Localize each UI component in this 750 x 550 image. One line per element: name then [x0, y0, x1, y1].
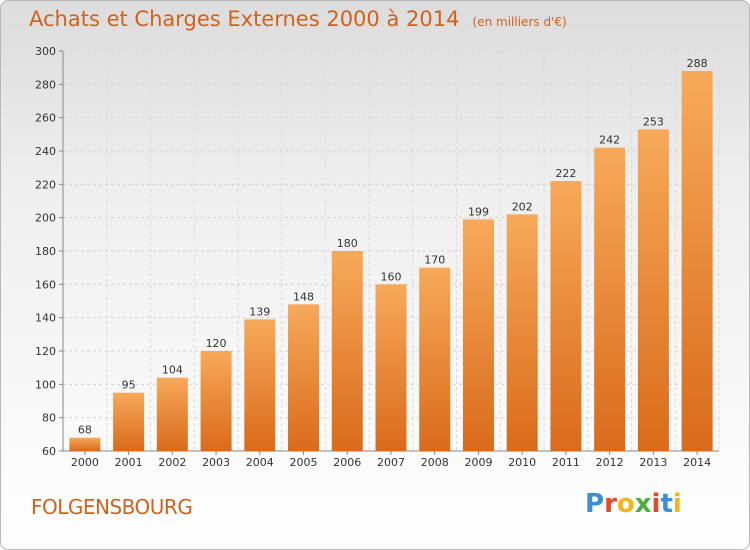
x-tick-label: 2014	[683, 456, 711, 469]
data-label: 95	[122, 379, 136, 392]
y-tick-label: 220	[35, 178, 56, 191]
y-tick-label: 240	[35, 145, 56, 158]
brand-letter: i	[672, 489, 682, 519]
data-label: 288	[687, 57, 708, 70]
x-tick-label: 2011	[552, 456, 580, 469]
bar	[681, 71, 713, 451]
y-tick-label: 160	[35, 278, 56, 291]
y-tick-label: 280	[35, 78, 56, 91]
bar	[594, 147, 626, 451]
data-label: 199	[468, 205, 489, 218]
data-label: 148	[293, 290, 314, 303]
y-tick-label: 120	[35, 345, 56, 358]
y-tick-label: 100	[35, 378, 56, 391]
x-tick-label: 2000	[71, 456, 99, 469]
bar	[375, 284, 407, 451]
data-label: 104	[162, 364, 183, 377]
data-label: 180	[337, 237, 358, 250]
bars	[69, 71, 713, 452]
x-tick-label: 2007	[377, 456, 405, 469]
y-tick-label: 300	[35, 45, 56, 58]
y-tick-label: 60	[42, 445, 56, 458]
bar	[156, 377, 188, 451]
bar	[637, 129, 669, 452]
data-label: 253	[643, 115, 664, 128]
x-tick-label: 2008	[421, 456, 449, 469]
bar	[113, 392, 145, 451]
y-tick-label: 140	[35, 312, 56, 325]
brand-letter: i	[651, 489, 661, 519]
brand-letter: t	[660, 489, 673, 519]
x-tick-label: 2002	[158, 456, 186, 469]
x-tick-label: 2013	[639, 456, 667, 469]
data-label: 222	[555, 167, 576, 180]
y-tick-label: 80	[42, 412, 56, 425]
data-label: 170	[424, 254, 445, 267]
brand-letter: r	[604, 489, 617, 519]
data-labels: 68 95 104 120 139 148 180 160 170 199 202 222 242 253…	[78, 57, 708, 437]
tick-labels: 60 80 100 120 140 160 180 200 220 240 260 280 300 200…	[35, 45, 711, 469]
data-label: 242	[599, 134, 620, 147]
bar	[331, 251, 363, 451]
y-tick-label: 200	[35, 212, 56, 225]
x-tick-label: 2004	[246, 456, 274, 469]
bar	[200, 351, 232, 451]
city-name: FOLGENSBOURG	[31, 495, 193, 519]
bar	[550, 181, 582, 451]
x-tick-label: 2005	[290, 456, 318, 469]
bar	[69, 437, 101, 451]
data-label: 68	[78, 424, 92, 437]
data-label: 139	[249, 305, 270, 318]
chart-title: Achats et Charges Externes 2000 à 2014	[29, 7, 460, 31]
data-label: 202	[512, 200, 533, 213]
bar	[244, 319, 276, 451]
x-tick-label: 2009	[464, 456, 492, 469]
chart-title-group: Achats et Charges Externes 2000 à 2014 (…	[29, 7, 567, 31]
bar	[288, 304, 320, 451]
bar	[419, 267, 451, 451]
chart-subtitle: (en milliers d'€)	[472, 15, 567, 29]
x-tick-label: 2010	[508, 456, 536, 469]
x-tick-label: 2001	[115, 456, 143, 469]
brand-logo: Proxiti	[585, 489, 682, 519]
x-tick-label: 2012	[596, 456, 624, 469]
bar	[462, 219, 494, 451]
data-label: 160	[381, 270, 402, 283]
data-label: 120	[206, 337, 227, 350]
brand-letter: x	[634, 489, 652, 519]
brand-letter: P	[585, 489, 605, 519]
bar	[506, 214, 538, 451]
x-tick-label: 2006	[333, 456, 361, 469]
y-tick-label: 260	[35, 112, 56, 125]
y-tick-label: 180	[35, 245, 56, 258]
brand-letter: o	[616, 489, 635, 519]
x-tick-label: 2003	[202, 456, 230, 469]
